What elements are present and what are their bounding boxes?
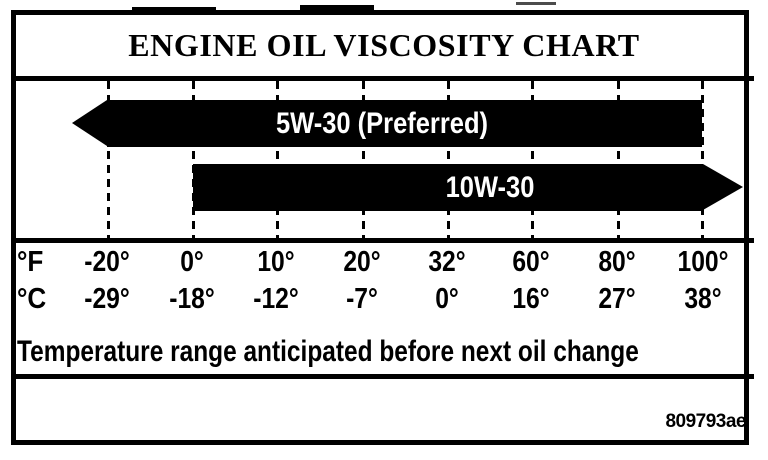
- gridline-100f: [701, 81, 704, 238]
- bar-10w30: [193, 164, 703, 211]
- tick-f-3: 20°: [343, 246, 381, 278]
- page-title: ENGINE OIL VISCOSITY CHART: [128, 27, 640, 63]
- tick-f-2: 10°: [257, 246, 295, 278]
- tick-c-1: -18°: [169, 283, 215, 315]
- tick-c-4: 0°: [435, 283, 459, 315]
- figure-code: 809793ae: [665, 411, 746, 432]
- arrowhead-right-icon: [703, 164, 743, 210]
- bar-5w30-label: 5W-30 (Preferred): [275, 106, 489, 140]
- chart-section-divider: [14, 238, 754, 243]
- tick-f-0: -20°: [84, 246, 130, 278]
- caption-section-divider: [14, 374, 754, 379]
- bar-5w30: [107, 100, 702, 147]
- gridline-minus20f: [107, 81, 110, 238]
- chart-outer-border: [11, 10, 749, 445]
- tick-f-1: 0°: [180, 246, 204, 278]
- tick-c-2: -12°: [253, 283, 299, 315]
- gridline-20f: [362, 81, 365, 238]
- axis-unit-celsius: °C: [17, 283, 47, 315]
- tick-c-0: -29°: [84, 283, 130, 315]
- scan-noise-artifact: [132, 7, 216, 11]
- tick-c-7: 38°: [684, 283, 722, 315]
- tick-f-4: 32°: [428, 246, 466, 278]
- gridline-60f: [531, 81, 534, 238]
- arrowhead-left-icon: [72, 100, 107, 146]
- tick-f-5: 60°: [512, 246, 550, 278]
- tick-f-7: 100°: [677, 246, 729, 278]
- gridline-0f: [192, 81, 195, 238]
- tick-c-6: 27°: [598, 283, 636, 315]
- tick-f-6: 80°: [598, 246, 636, 278]
- gridline-32f: [447, 81, 450, 238]
- title-section-divider: [14, 76, 754, 81]
- scan-noise-artifact: [300, 5, 374, 10]
- gridline-10f: [276, 81, 279, 238]
- tick-c-5: 16°: [512, 283, 550, 315]
- chart-caption: Temperature range anticipated before nex…: [17, 335, 639, 368]
- gridline-80f: [617, 81, 620, 238]
- bar-10w30-label: 10W-30: [445, 170, 535, 204]
- scan-noise-artifact: [516, 2, 556, 5]
- axis-unit-fahrenheit: °F: [17, 246, 44, 278]
- tick-c-3: -7°: [346, 283, 378, 315]
